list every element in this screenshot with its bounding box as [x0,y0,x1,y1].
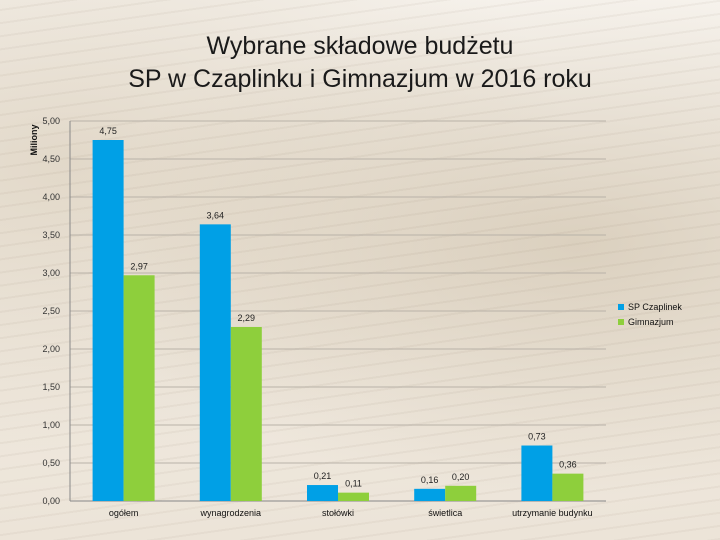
y-tick-label: 1,50 [42,382,60,392]
y-tick-label: 4,00 [42,192,60,202]
data-label: 2,29 [238,313,256,323]
title-line-1: Wybrane składowe budżetu [206,32,514,60]
bar [92,140,124,501]
category-label: świetlica [428,508,462,518]
data-label: 0,73 [528,432,546,442]
data-label: 0,36 [559,460,577,470]
legend-swatch [618,304,624,310]
legend-swatch [618,319,624,325]
data-label: 4,75 [99,126,117,136]
data-label: 0,16 [421,475,439,485]
bar [307,485,338,501]
category-label: utrzymanie budynku [512,508,593,518]
y-tick-label: 0,50 [42,458,60,468]
bar [199,224,231,502]
y-tick-label: 0,00 [42,496,60,506]
y-tick-label: 2,00 [42,344,60,354]
category-label: wynagrodzenia [200,508,262,518]
y-tick-label: 3,00 [42,268,60,278]
category-label: ogółem [109,508,139,518]
data-label: 3,64 [207,210,225,220]
bar [230,326,262,501]
y-tick-label: 4,50 [42,154,60,164]
data-label: 0,21 [314,471,332,481]
title-line-2: SP w Czaplinku i Gimnazjum w 2016 roku [128,65,592,93]
bar [123,275,155,501]
y-tick-label: 3,50 [42,230,60,240]
category-label: stołówki [322,508,354,518]
bar [521,445,553,501]
bar [414,488,446,501]
y-tick-label: 5,00 [42,116,60,126]
legend-label: SP Czaplinek [628,302,682,312]
y-tick-label: 2,50 [42,306,60,316]
data-label: 2,97 [130,261,148,271]
bar [552,473,584,501]
legend-label: Gimnazjum [628,317,674,327]
y-axis-label: Miliony [29,125,39,156]
y-tick-label: 1,00 [42,420,60,430]
bar [338,492,369,501]
data-label: 0,20 [452,472,470,482]
data-label: 0,11 [345,479,362,489]
chart-title: Wybrane składowe budżetu SP w Czaplinku … [0,30,720,96]
bar [445,485,477,501]
